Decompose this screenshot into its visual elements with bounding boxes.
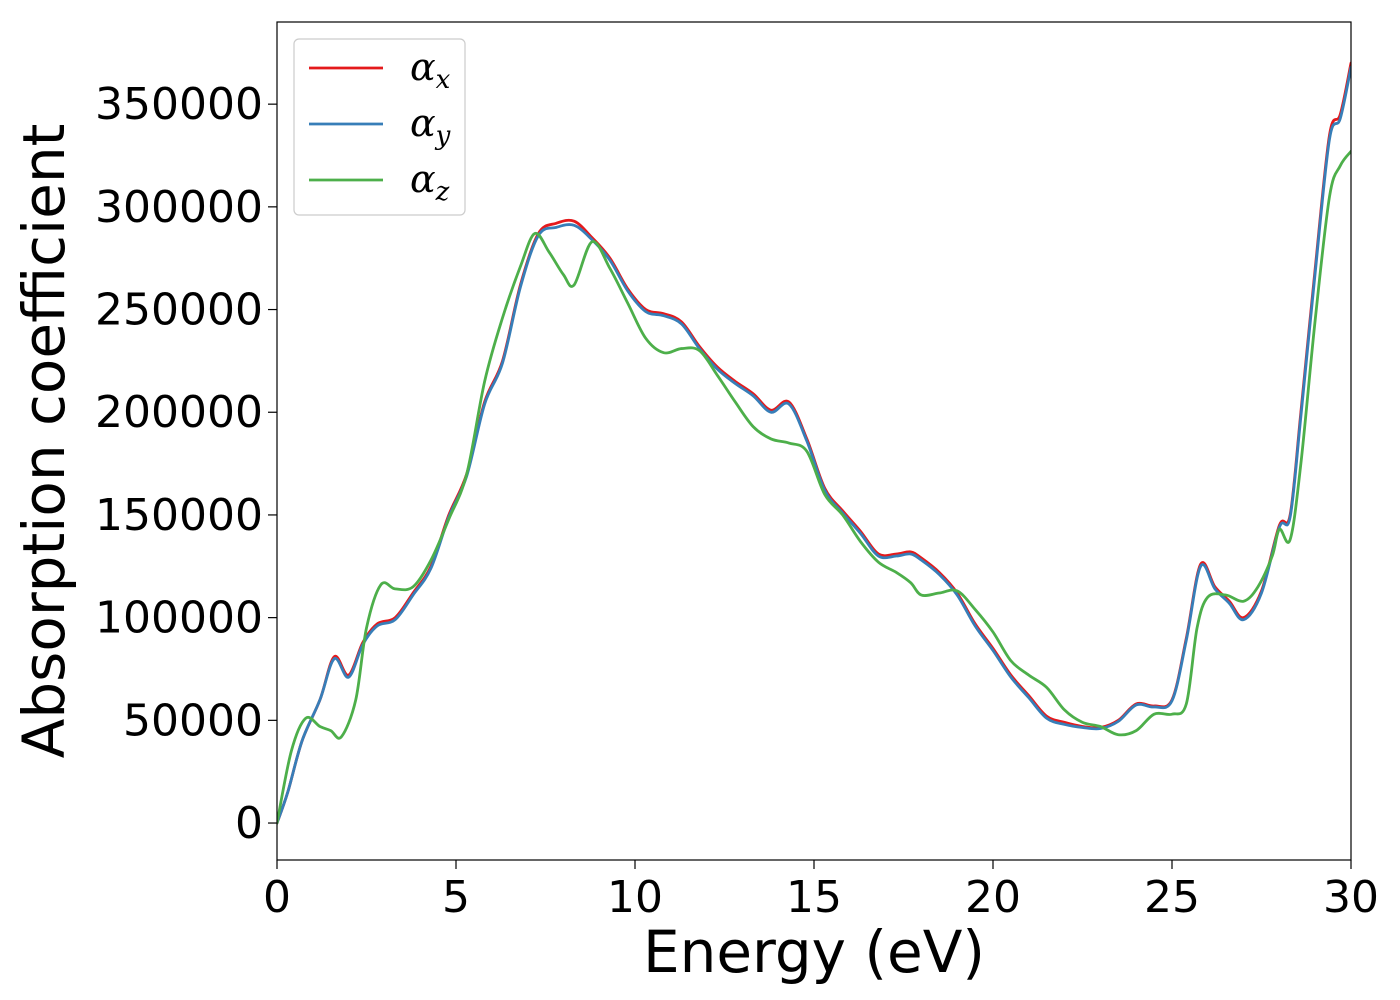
- y-tick-label: 150000: [95, 490, 263, 541]
- x-tick-label: 5: [442, 872, 470, 923]
- legend-label-y: αy: [410, 101, 451, 151]
- x-tick-label: 10: [607, 872, 663, 923]
- y-tick-label: 0: [235, 798, 263, 849]
- x-tick-label: 20: [965, 872, 1021, 923]
- y-tick-label: 300000: [95, 182, 263, 233]
- y-axis: 0 50000 100000 150000 200000 250000 300000 3500…: [95, 79, 277, 849]
- x-tick-label: 30: [1323, 872, 1379, 923]
- legend-box: [293, 38, 466, 216]
- x-tick-label: 0: [263, 872, 291, 923]
- series-line-z: [277, 150, 1351, 825]
- y-tick-label: 50000: [123, 695, 263, 746]
- legend-label-x: αx: [410, 45, 451, 95]
- y-tick-label: 100000: [95, 593, 263, 644]
- x-axis-title: Energy (eV): [643, 918, 985, 986]
- y-axis-title: Absorption coefficient: [10, 124, 78, 759]
- x-axis: 0 5 10 15 20 25 30: [263, 860, 1379, 923]
- legend: αx αy αz: [293, 38, 466, 216]
- y-tick-label: 200000: [95, 387, 263, 438]
- x-tick-label: 15: [786, 872, 842, 923]
- series-layer: [277, 61, 1351, 825]
- y-tick-label: 350000: [95, 79, 263, 130]
- y-tick-label: 250000: [95, 285, 263, 336]
- legend-label-z: αz: [410, 157, 450, 207]
- x-tick-label: 25: [1144, 872, 1200, 923]
